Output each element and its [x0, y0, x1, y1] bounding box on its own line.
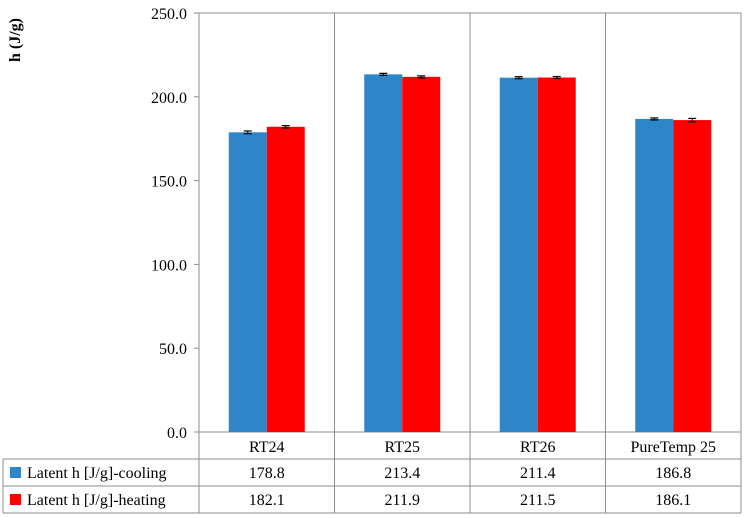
bar-cooling: [635, 118, 674, 432]
legend-swatch: [10, 494, 21, 505]
y-tick-label: 150.0: [151, 174, 187, 191]
table-value: 211.9: [385, 492, 420, 509]
table-value: 182.1: [249, 492, 285, 509]
category-label: RT25: [385, 439, 420, 456]
table-value: 213.4: [384, 465, 420, 482]
category-label: RT26: [520, 439, 555, 456]
category-label: RT24: [249, 439, 284, 456]
bar-heating: [402, 76, 441, 433]
bar-cooling: [499, 77, 538, 432]
legend-label: Latent h [J/g]-cooling: [27, 465, 167, 482]
bar-heating: [266, 126, 305, 432]
category-separators: [334, 13, 606, 432]
table-value: 178.8: [249, 465, 285, 482]
y-tick-label: 200.0: [151, 90, 187, 107]
y-tick-label: 0.0: [167, 425, 187, 442]
bar-heating: [673, 120, 712, 432]
bar-heating: [537, 77, 576, 432]
y-axis-ticks: 0.0 50.0 100.0 150.0 200.0 250.0: [151, 6, 199, 442]
table-value: 186.8: [655, 465, 691, 482]
y-tick-label: 50.0: [159, 341, 187, 358]
category-label: PureTemp 25: [630, 439, 716, 456]
bar-cooling: [364, 74, 403, 432]
y-tick-label: 100.0: [151, 257, 187, 274]
y-axis-label: h (J/g): [7, 18, 24, 62]
y-tick-label: 250.0: [151, 6, 187, 23]
table-value: 211.4: [520, 465, 555, 482]
legend-label: Latent h [J/g]-heating: [27, 492, 166, 509]
legend-swatch: [10, 467, 21, 478]
error-bars: [243, 72, 697, 135]
bar-cooling: [228, 132, 267, 432]
table-value: 186.1: [655, 492, 691, 509]
bars: [228, 74, 712, 433]
table-value: 211.5: [520, 492, 555, 509]
data-table: RT24 RT25 RT26 PureTemp 25 Latent h [J/g]-co…: [2, 432, 742, 514]
